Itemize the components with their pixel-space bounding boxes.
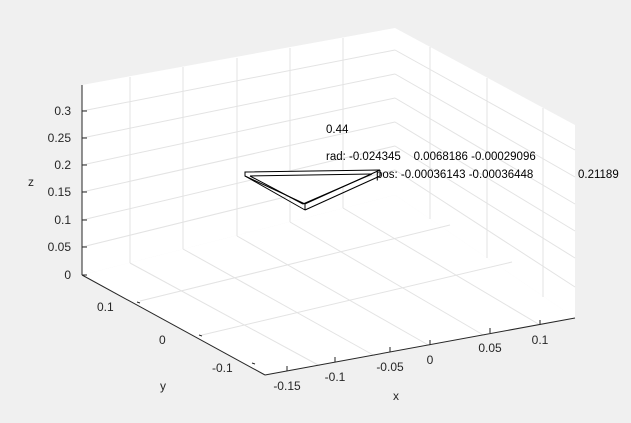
x-tick-label: 0 bbox=[427, 353, 434, 367]
x-tick-label: 0.1 bbox=[532, 333, 549, 347]
y-tick-label: -0.1 bbox=[212, 361, 233, 375]
z-tick-label: 0.25 bbox=[48, 131, 72, 145]
tick-labels: 0 0.05 0.1 0.15 0.2 0.25 0.3 0.1 0 -0.1 -0.15 -0.1 -… bbox=[48, 104, 549, 393]
annotation-pos-z: 0.21189 bbox=[578, 169, 619, 181]
annotation-value: 0.44 bbox=[326, 124, 349, 136]
x-tick-label: -0.05 bbox=[376, 360, 404, 374]
x-tick-label: -0.1 bbox=[325, 370, 346, 384]
grid-floor bbox=[129, 207, 541, 367]
x-axis-line bbox=[264, 317, 576, 376]
y-axis-label: y bbox=[160, 379, 166, 393]
y-axis-line bbox=[81, 274, 266, 376]
back-wall-right bbox=[395, 28, 575, 318]
z-tick-label: 0.1 bbox=[54, 213, 71, 227]
x-tick-label: -0.15 bbox=[273, 379, 301, 393]
grid-right-wall bbox=[394, 47, 576, 297]
triangle-object bbox=[244, 169, 381, 211]
z-tick-label: 0.2 bbox=[54, 158, 71, 172]
z-tick-label: 0.3 bbox=[54, 104, 71, 118]
z-tick-label: 0.15 bbox=[48, 185, 72, 199]
tick-mark bbox=[136, 301, 141, 304]
tick-marks bbox=[82, 110, 541, 371]
annotation-rad: rad: -0.024345 0.0068186 -0.00029096 bbox=[326, 151, 536, 163]
z-tick-label: 0.05 bbox=[48, 240, 72, 254]
y-tick-label: 0.1 bbox=[97, 300, 114, 314]
annotation-pos: pos: -0.00036143 -0.00036448 bbox=[376, 169, 533, 181]
floor-panel bbox=[82, 195, 575, 375]
z-axis-label: z bbox=[28, 175, 34, 189]
x-axis-label: x bbox=[393, 389, 399, 403]
tick-mark bbox=[251, 362, 256, 365]
x-tick-label: 0.05 bbox=[478, 341, 502, 355]
z-tick-label: 0 bbox=[64, 268, 71, 282]
tick-mark bbox=[198, 334, 203, 337]
y-tick-label: 0 bbox=[159, 333, 166, 347]
